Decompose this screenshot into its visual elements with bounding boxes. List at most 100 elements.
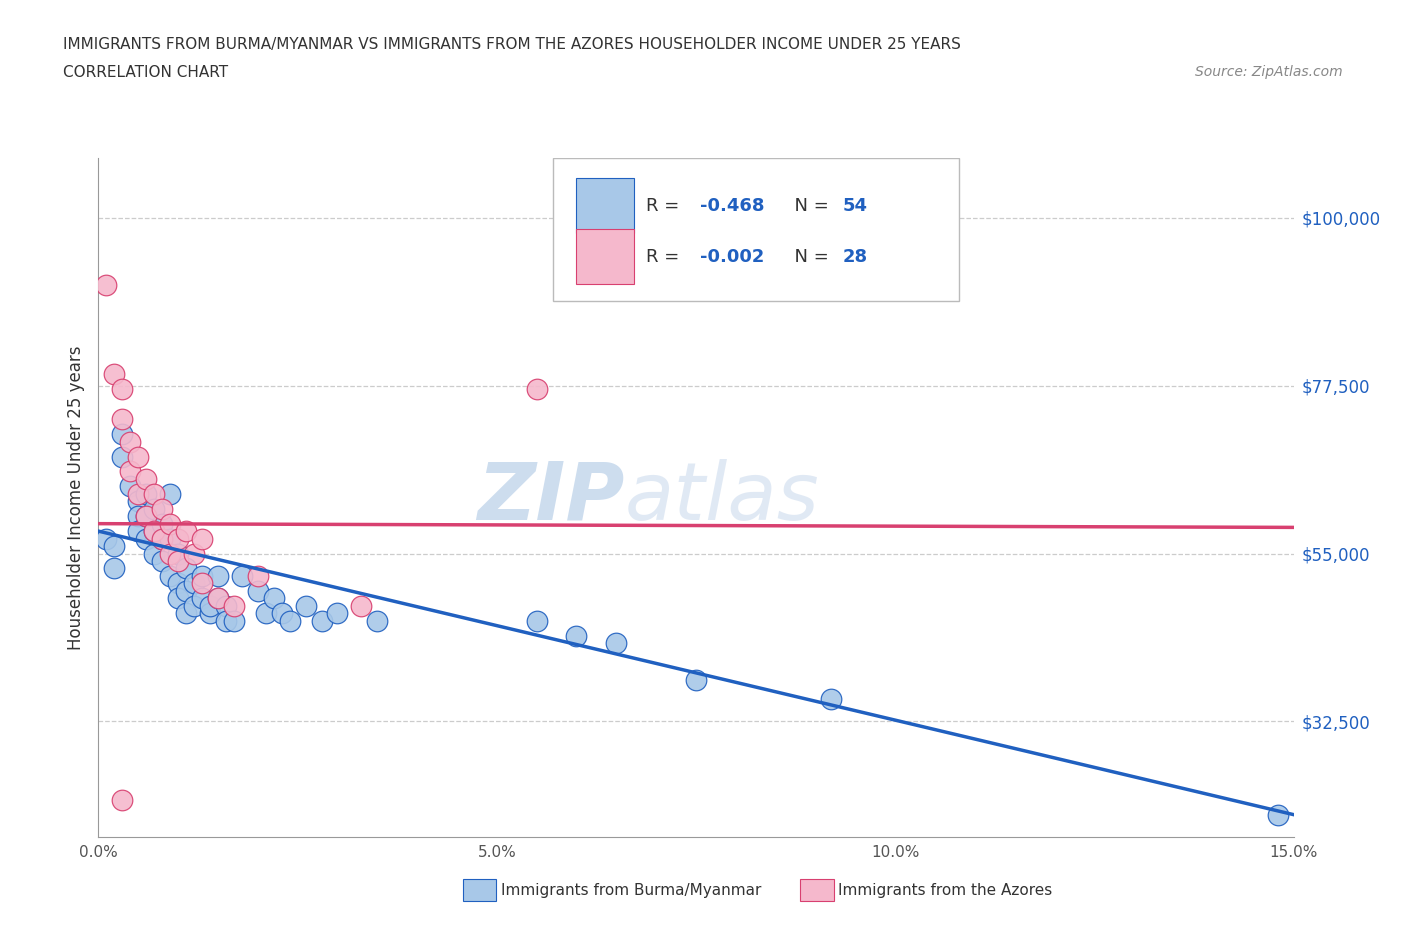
Point [111, 382, 134, 397]
Point [366, 613, 388, 628]
Point [526, 613, 548, 628]
Point [143, 546, 166, 561]
Point [183, 546, 205, 561]
Text: N =: N = [783, 196, 835, 215]
Point [143, 524, 166, 538]
Point [127, 486, 149, 501]
Point [246, 568, 269, 583]
Point [143, 486, 166, 501]
Point [96, 277, 118, 292]
Point [111, 412, 134, 427]
Point [120, 479, 142, 494]
Point [167, 553, 190, 568]
Text: CORRELATION CHART: CORRELATION CHART [63, 65, 228, 80]
Point [159, 531, 181, 546]
Point [215, 598, 238, 613]
Text: atlas: atlas [624, 458, 820, 537]
Point [270, 605, 292, 620]
Point [111, 427, 134, 442]
FancyBboxPatch shape [576, 179, 634, 232]
Point [120, 464, 142, 479]
Point [278, 613, 301, 628]
Point [191, 591, 214, 605]
Point [605, 635, 627, 650]
Point [167, 591, 190, 605]
Text: -0.002: -0.002 [700, 247, 763, 266]
Point [198, 598, 221, 613]
Point [111, 449, 134, 464]
Point [135, 509, 157, 524]
Point [159, 568, 181, 583]
Point [96, 531, 118, 546]
Point [326, 605, 349, 620]
Text: 54: 54 [844, 196, 868, 215]
Point [294, 598, 316, 613]
Point [135, 486, 157, 501]
FancyBboxPatch shape [553, 158, 959, 300]
Text: R =: R = [645, 247, 685, 266]
Point [120, 434, 142, 449]
Point [150, 516, 173, 531]
Point [183, 576, 205, 591]
Point [111, 792, 134, 807]
Point [159, 486, 181, 501]
Point [143, 524, 166, 538]
Point [222, 598, 245, 613]
Point [167, 576, 190, 591]
Point [820, 692, 842, 707]
Text: 28: 28 [844, 247, 868, 266]
Point [167, 531, 190, 546]
Point [167, 546, 190, 561]
Point [246, 583, 269, 598]
Point [127, 449, 149, 464]
Point [311, 613, 333, 628]
Point [150, 553, 173, 568]
Text: ZIP: ZIP [477, 458, 624, 537]
Point [135, 472, 157, 486]
Point [174, 561, 197, 576]
Point [207, 591, 229, 605]
Point [174, 524, 197, 538]
Text: Immigrants from the Azores: Immigrants from the Azores [838, 884, 1052, 898]
Point [191, 531, 214, 546]
Point [143, 501, 166, 516]
Point [685, 673, 707, 688]
Text: N =: N = [783, 247, 835, 266]
Text: -0.468: -0.468 [700, 196, 763, 215]
Point [350, 598, 373, 613]
Point [127, 524, 149, 538]
Text: IMMIGRANTS FROM BURMA/MYANMAR VS IMMIGRANTS FROM THE AZORES HOUSEHOLDER INCOME U: IMMIGRANTS FROM BURMA/MYANMAR VS IMMIGRA… [63, 37, 962, 52]
Point [198, 605, 221, 620]
Y-axis label: Householder Income Under 25 years: Householder Income Under 25 years [66, 345, 84, 650]
Point [207, 568, 229, 583]
Point [526, 382, 548, 397]
Point [191, 576, 214, 591]
Point [127, 494, 149, 509]
Point [215, 613, 238, 628]
Point [1267, 807, 1289, 822]
Point [127, 509, 149, 524]
Point [183, 598, 205, 613]
FancyBboxPatch shape [576, 230, 634, 284]
Text: R =: R = [645, 196, 685, 215]
Point [565, 628, 588, 643]
Point [159, 516, 181, 531]
Point [150, 531, 173, 546]
Point [103, 367, 125, 382]
Point [174, 605, 197, 620]
Point [222, 613, 245, 628]
Point [174, 583, 197, 598]
Point [150, 501, 173, 516]
Point [263, 591, 285, 605]
Point [231, 568, 253, 583]
Point [135, 509, 157, 524]
Point [254, 605, 277, 620]
Point [159, 546, 181, 561]
Point [150, 531, 173, 546]
Point [103, 538, 125, 553]
Point [207, 591, 229, 605]
Text: Source: ZipAtlas.com: Source: ZipAtlas.com [1195, 65, 1343, 79]
Point [191, 568, 214, 583]
Point [103, 561, 125, 576]
Point [135, 531, 157, 546]
